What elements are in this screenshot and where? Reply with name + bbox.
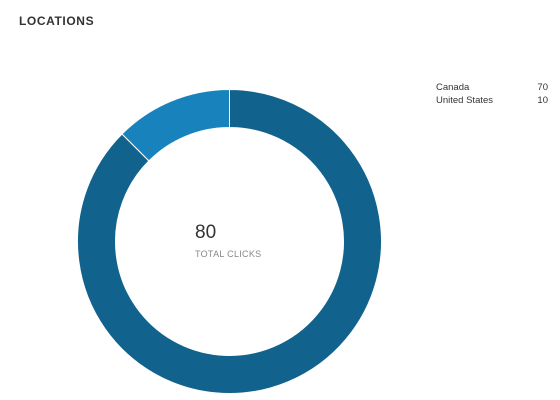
legend: Canada 70 United States 10 <box>436 81 548 107</box>
slice-united-states[interactable] <box>121 88 230 162</box>
slice-canada[interactable] <box>77 88 382 394</box>
total-clicks-label: TOTAL CLICKS <box>195 249 262 259</box>
legend-value: 10 <box>537 95 548 106</box>
legend-item-canada[interactable]: Canada 70 <box>436 81 548 94</box>
total-clicks-value: 80 <box>195 222 217 243</box>
legend-item-united-states[interactable]: United States 10 <box>436 94 548 107</box>
legend-label: Canada <box>436 82 470 93</box>
donut-slices <box>77 88 382 394</box>
chart-title: LOCATIONS <box>19 14 95 28</box>
legend-label: United States <box>436 95 494 106</box>
legend-value: 70 <box>537 82 548 93</box>
